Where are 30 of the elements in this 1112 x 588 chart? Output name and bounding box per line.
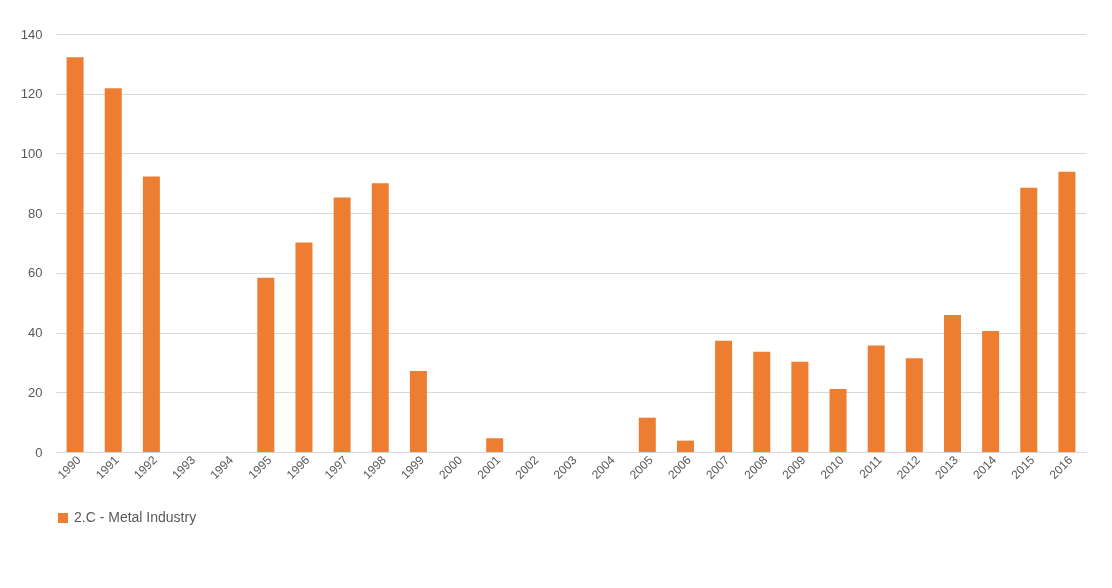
y-tick-label: 140 — [20, 26, 43, 42]
bar — [66, 57, 84, 452]
y-tick-label: 0 — [35, 444, 43, 460]
bar — [715, 340, 733, 452]
bar — [982, 331, 1000, 452]
bar — [867, 345, 885, 452]
bar — [1020, 187, 1038, 452]
bar — [486, 438, 504, 452]
bar — [257, 277, 275, 452]
bar — [829, 389, 847, 452]
bar — [295, 242, 313, 452]
bar — [409, 371, 427, 452]
bar — [791, 361, 809, 452]
y-tick-label: 100 — [20, 145, 43, 161]
y-tick-label: 80 — [28, 205, 43, 221]
bar — [333, 197, 351, 452]
y-tick-label: 60 — [28, 265, 43, 281]
y-tick-label: 40 — [28, 325, 43, 341]
bar — [676, 440, 694, 452]
bar — [753, 351, 771, 452]
bar — [905, 358, 923, 452]
bar — [142, 176, 160, 452]
bar — [1058, 171, 1076, 452]
bar — [104, 88, 122, 452]
bar — [638, 417, 656, 452]
bar — [371, 183, 389, 452]
y-tick-label: 120 — [20, 86, 43, 102]
bar — [943, 314, 961, 452]
legend-label: 2.C - Metal Industry — [74, 509, 197, 525]
y-tick-label: 20 — [28, 384, 43, 400]
